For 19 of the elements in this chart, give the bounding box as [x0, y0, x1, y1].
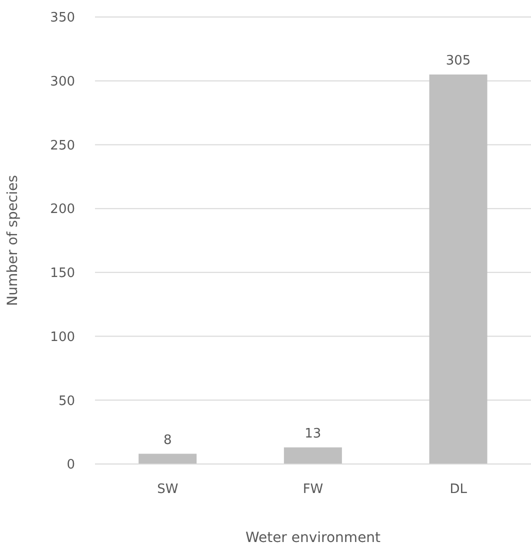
- y-tick-label: 200: [50, 202, 75, 218]
- x-tick-label: DL: [450, 482, 468, 498]
- x-tick-label: SW: [157, 482, 178, 498]
- y-tick-label: 100: [50, 330, 75, 345]
- data-label: 305: [446, 53, 471, 68]
- y-tick-label: 0: [66, 458, 75, 473]
- y-tick-label: 350: [50, 10, 75, 26]
- x-axis-title: Weter environment: [245, 530, 382, 546]
- y-axis-title: Number of species: [4, 175, 21, 306]
- x-tick-label: FW: [302, 482, 324, 498]
- y-tick-label: 300: [50, 74, 75, 90]
- bar: [284, 447, 342, 464]
- y-tick-label: 150: [50, 266, 75, 282]
- y-tick-label: 250: [50, 138, 75, 154]
- data-label: 13: [304, 426, 322, 442]
- data-label: 8: [163, 432, 172, 448]
- bar: [429, 74, 488, 464]
- y-tick-label: 50: [58, 394, 75, 409]
- bar: [138, 454, 197, 464]
